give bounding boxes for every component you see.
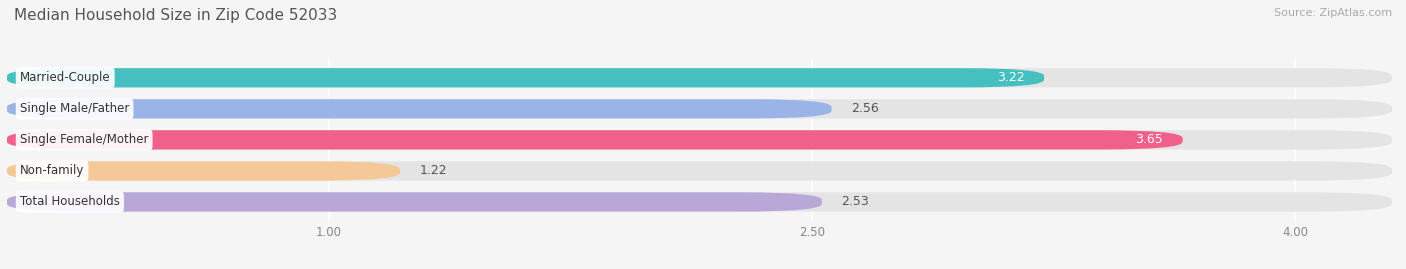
FancyBboxPatch shape: [7, 161, 399, 180]
FancyBboxPatch shape: [7, 99, 831, 118]
Text: 3.65: 3.65: [1136, 133, 1163, 146]
Text: 2.53: 2.53: [841, 196, 869, 208]
Text: Source: ZipAtlas.com: Source: ZipAtlas.com: [1274, 8, 1392, 18]
Text: Median Household Size in Zip Code 52033: Median Household Size in Zip Code 52033: [14, 8, 337, 23]
Text: Single Female/Mother: Single Female/Mother: [20, 133, 149, 146]
Text: Single Male/Father: Single Male/Father: [20, 102, 129, 115]
FancyBboxPatch shape: [7, 161, 1392, 180]
Text: 3.22: 3.22: [997, 71, 1025, 84]
FancyBboxPatch shape: [7, 192, 1392, 212]
FancyBboxPatch shape: [7, 130, 1182, 150]
Text: Married-Couple: Married-Couple: [20, 71, 111, 84]
FancyBboxPatch shape: [7, 68, 1045, 87]
FancyBboxPatch shape: [7, 99, 1392, 118]
Text: 2.56: 2.56: [851, 102, 879, 115]
Text: Non-family: Non-family: [20, 164, 84, 178]
Text: Total Households: Total Households: [20, 196, 120, 208]
Text: 1.22: 1.22: [419, 164, 447, 178]
FancyBboxPatch shape: [7, 68, 1392, 87]
FancyBboxPatch shape: [7, 130, 1392, 150]
FancyBboxPatch shape: [7, 192, 823, 212]
